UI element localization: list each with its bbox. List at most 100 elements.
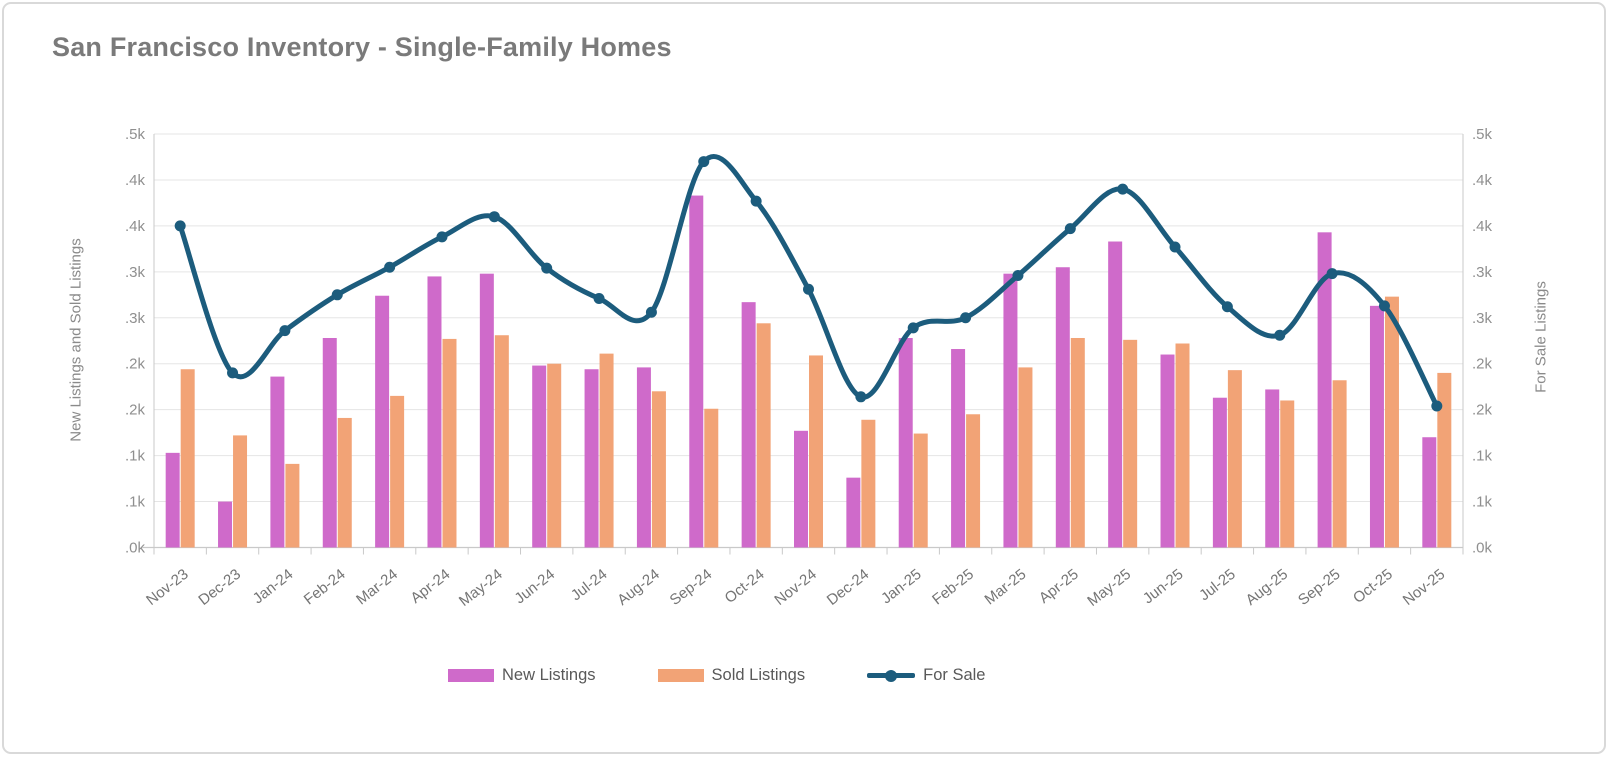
bar-new-listings	[1212, 397, 1227, 548]
bar-sold-listings	[233, 435, 248, 548]
inventory-chart: .0k .0k .1k .1k .1k .1k .2k .2k .2k .2k .3k .3k .3k.…	[125, 126, 1493, 610]
x-axis-month-label: Feb-24	[301, 566, 349, 609]
legend-item-for-sale[interactable]: For Sale	[867, 666, 985, 685]
for-sale-line-swatch	[867, 669, 916, 682]
legend-item-sold-listings[interactable]: Sold Listings	[657, 666, 805, 685]
new-listings-swatch	[448, 669, 494, 682]
for-sale-dot-icon	[885, 669, 898, 682]
right-axis-tick-label: .4k	[1472, 218, 1493, 235]
x-axis-month-label: Sep-25	[1295, 566, 1344, 609]
left-axis-tick-label: .5k	[125, 126, 146, 143]
left-axis-tick-label: .4k	[125, 172, 146, 189]
bar-new-listings	[218, 501, 233, 548]
left-axis-tick-label: .2k	[125, 356, 146, 373]
bar-new-listings	[1369, 305, 1384, 548]
right-axis-tick-label: .2k	[1472, 356, 1493, 373]
left-axis-tick-label: .2k	[125, 402, 146, 419]
bar-new-listings	[427, 276, 442, 548]
right-axis-title: For Sale Listings	[1532, 281, 1550, 393]
bar-new-listings	[689, 195, 704, 548]
bar-new-listings	[794, 430, 808, 548]
right-axis-tick-label: .5k	[1472, 126, 1493, 143]
sold-listings-swatch	[657, 669, 704, 682]
x-axis-month-label: Jul-24	[568, 566, 611, 605]
marker-for-sale	[1169, 241, 1181, 253]
legend-item-new-listings[interactable]: New Listings	[448, 666, 596, 685]
legend-label: New Listings	[502, 666, 596, 684]
bar-sold-listings	[494, 335, 509, 548]
marker-for-sale	[1012, 270, 1024, 282]
bar-new-listings	[584, 369, 599, 548]
bar-sold-listings	[547, 363, 562, 548]
bar-sold-listings	[1070, 337, 1085, 548]
bar-new-listings	[1317, 232, 1332, 548]
bar-new-listings	[270, 376, 285, 548]
left-axis-tick-label: .3k	[125, 264, 146, 281]
marker-for-sale	[227, 367, 239, 379]
marker-for-sale	[1117, 183, 1129, 195]
x-axis-month-label: Nov-24	[771, 566, 820, 609]
bar-new-listings	[165, 452, 180, 548]
marker-for-sale	[855, 391, 867, 403]
marker-for-sale	[907, 322, 919, 334]
x-axis-month-label: Jun-25	[1140, 566, 1187, 608]
x-axis-month-label: Oct-24	[722, 566, 768, 607]
bar-sold-listings	[651, 391, 666, 548]
x-axis-month-label: Feb-25	[929, 566, 977, 609]
left-axis-title: New Listings and Sold Listings	[67, 238, 85, 442]
x-axis-month-label: Dec-23	[195, 566, 244, 609]
x-axis-month-label: Mar-25	[981, 566, 1029, 609]
bar-new-listings	[1265, 389, 1280, 548]
bar-sold-listings	[337, 417, 352, 548]
bar-sold-listings	[1332, 380, 1347, 548]
x-axis-month-label: Jul-25	[1196, 566, 1239, 605]
marker-for-sale	[541, 262, 553, 274]
x-axis-month-label: Jan-25	[878, 566, 925, 608]
bar-sold-listings	[180, 369, 195, 548]
right-axis-tick-label: .3k	[1472, 264, 1493, 281]
bar-sold-listings	[1384, 296, 1399, 548]
x-axis-month-label: Jan-24	[250, 566, 297, 608]
x-axis-month-label: Apr-25	[1036, 566, 1082, 607]
x-axis-month-label: Aug-24	[614, 566, 663, 609]
marker-for-sale	[279, 325, 291, 337]
bar-sold-listings	[599, 353, 614, 548]
bar-new-listings	[532, 365, 547, 548]
marker-for-sale	[1431, 400, 1443, 412]
bar-sold-listings	[1175, 343, 1190, 548]
marker-for-sale	[1326, 268, 1338, 280]
bar-sold-listings	[809, 355, 823, 548]
marker-for-sale	[436, 231, 448, 243]
bar-new-listings	[1003, 273, 1018, 548]
marker-for-sale	[803, 283, 814, 295]
left-axis-tick-label: .3k	[125, 310, 146, 327]
bar-new-listings	[375, 295, 390, 548]
x-axis-month-label: Jun-24	[512, 566, 559, 608]
left-axis-tick-label: .0k	[125, 540, 146, 557]
left-axis-tick-label: .4k	[125, 218, 146, 235]
marker-for-sale	[488, 211, 500, 223]
bar-new-listings	[322, 337, 337, 548]
bar-sold-listings	[756, 323, 771, 548]
x-axis-month-label: Oct-25	[1350, 566, 1396, 607]
page-title: San Francisco Inventory - Single-Family …	[52, 32, 672, 62]
bar-new-listings	[741, 302, 756, 548]
x-axis-month-label: Sep-24	[667, 566, 716, 609]
marker-for-sale	[750, 195, 762, 207]
legend: New Listings Sold Listings For Sale	[448, 666, 985, 685]
bar-new-listings	[898, 337, 913, 548]
left-axis-tick-label: .1k	[125, 448, 146, 465]
left-axis-tick-label: .1k	[125, 494, 146, 511]
bar-new-listings	[636, 367, 651, 548]
bar-sold-listings	[1227, 370, 1242, 548]
right-axis-tick-label: .1k	[1472, 448, 1493, 465]
x-axis-month-label: Apr-24	[407, 566, 453, 607]
line-for-sale	[177, 154, 1440, 409]
bar-new-listings	[1108, 241, 1123, 548]
bar-new-listings	[1422, 437, 1437, 548]
marker-for-sale	[331, 289, 343, 301]
x-axis-month-label: Nov-25	[1400, 566, 1449, 609]
x-axis-month-label: Nov-23	[143, 566, 192, 609]
x-axis-month-label: Aug-25	[1243, 566, 1292, 609]
